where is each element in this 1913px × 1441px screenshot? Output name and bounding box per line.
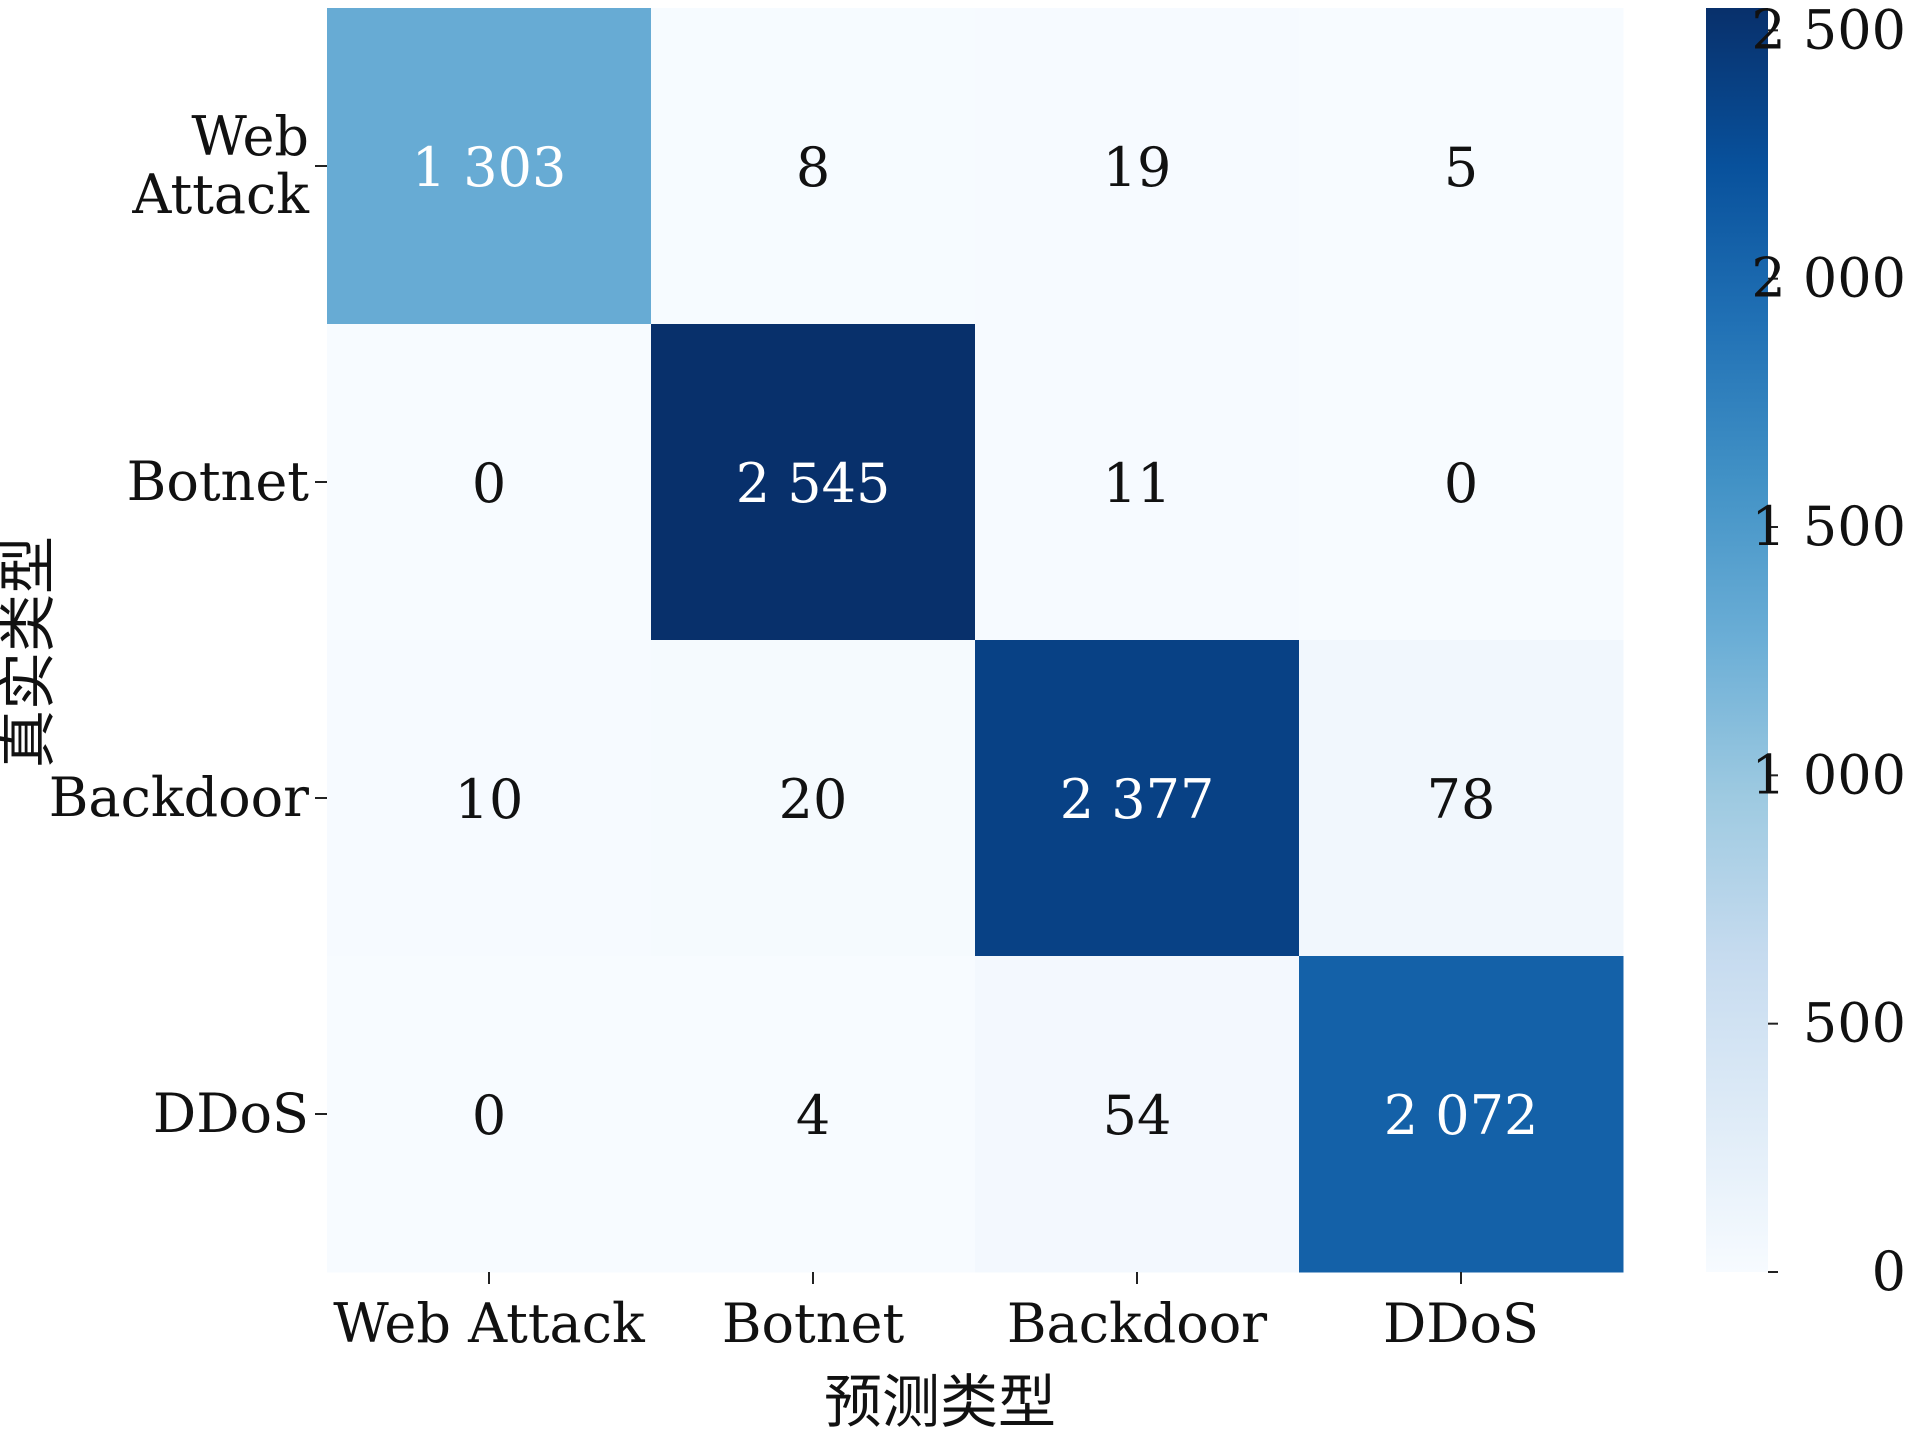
cell-value-label: 10 — [455, 768, 524, 831]
cell-value-label: 0 — [472, 452, 506, 515]
colorbar-gradient — [1706, 8, 1768, 1272]
heatmap-cell — [651, 324, 976, 641]
heatmap-cell — [975, 324, 1300, 641]
cell-value-label: 2 545 — [736, 452, 891, 515]
heatmap-cells — [327, 8, 1624, 1273]
y-tick-label: DDoS — [153, 1082, 309, 1145]
cell-value-label: 4 — [796, 1084, 830, 1147]
heatmap-cell — [975, 8, 1300, 325]
cell-value-label: 19 — [1103, 136, 1172, 199]
x-tick-label: Web Attack — [333, 1292, 646, 1355]
heatmap-cell — [327, 8, 652, 325]
colorbar-tick-label: 500 — [1803, 992, 1906, 1055]
heatmap-cell — [1299, 324, 1624, 641]
colorbar-tick-label: 2 000 — [1751, 247, 1906, 310]
heatmap-cell — [1299, 640, 1624, 957]
heatmap-cell — [651, 8, 976, 325]
cell-value-label: 0 — [472, 1084, 506, 1147]
cell-value-label: 0 — [1444, 452, 1478, 515]
heatmap-cell — [651, 640, 976, 957]
colorbar: 0 500 1 000 1 500 2 000 2 500 — [1706, 0, 1906, 1303]
colorbar-tick-label: 1 000 — [1751, 743, 1906, 806]
cell-value-label: 20 — [779, 768, 848, 831]
colorbar-tick-label: 0 — [1872, 1240, 1906, 1303]
y-tick-label: Backdoor — [49, 766, 309, 829]
colorbar-tick-label: 1 500 — [1751, 495, 1906, 558]
y-axis-title: 真实类型 — [0, 536, 62, 768]
heatmap-cell — [327, 324, 652, 641]
y-axis: Web Attack Botnet Backdoor DDoS — [49, 105, 327, 1145]
cell-value-label: 2 072 — [1384, 1084, 1539, 1147]
colorbar-tick-label: 2 500 — [1751, 0, 1906, 61]
cell-value-label: 2 377 — [1060, 768, 1215, 831]
cell-value-label: 78 — [1427, 768, 1496, 831]
cell-value-labels: 1 303 8 19 5 0 2 545 11 0 10 20 2 377 78 0 4 54 2 072 — [412, 136, 1539, 1147]
y-tick-label: Web Attack — [131, 105, 310, 226]
heatmap-cell — [327, 956, 652, 1273]
x-axis: Web Attack Botnet Backdoor DDoS — [333, 1272, 1539, 1355]
heatmap-cell — [1299, 956, 1624, 1273]
cell-value-label: 11 — [1103, 452, 1172, 515]
x-tick-label: Botnet — [722, 1292, 905, 1355]
heatmap-cell — [651, 956, 976, 1273]
x-tick-label: DDoS — [1383, 1292, 1539, 1355]
cell-value-label: 54 — [1103, 1084, 1172, 1147]
cell-value-label: 1 303 — [412, 136, 567, 199]
cell-value-label: 8 — [796, 136, 830, 199]
x-tick-label: Backdoor — [1007, 1292, 1267, 1355]
heatmap-cell — [975, 956, 1300, 1273]
heatmap-cell — [1299, 8, 1624, 325]
cell-value-label: 5 — [1444, 136, 1478, 199]
x-axis-title: 预测类型 — [824, 1368, 1056, 1436]
y-tick-label: Botnet — [127, 450, 310, 513]
heatmap-cell — [327, 640, 652, 957]
heatmap-cell — [975, 640, 1300, 957]
